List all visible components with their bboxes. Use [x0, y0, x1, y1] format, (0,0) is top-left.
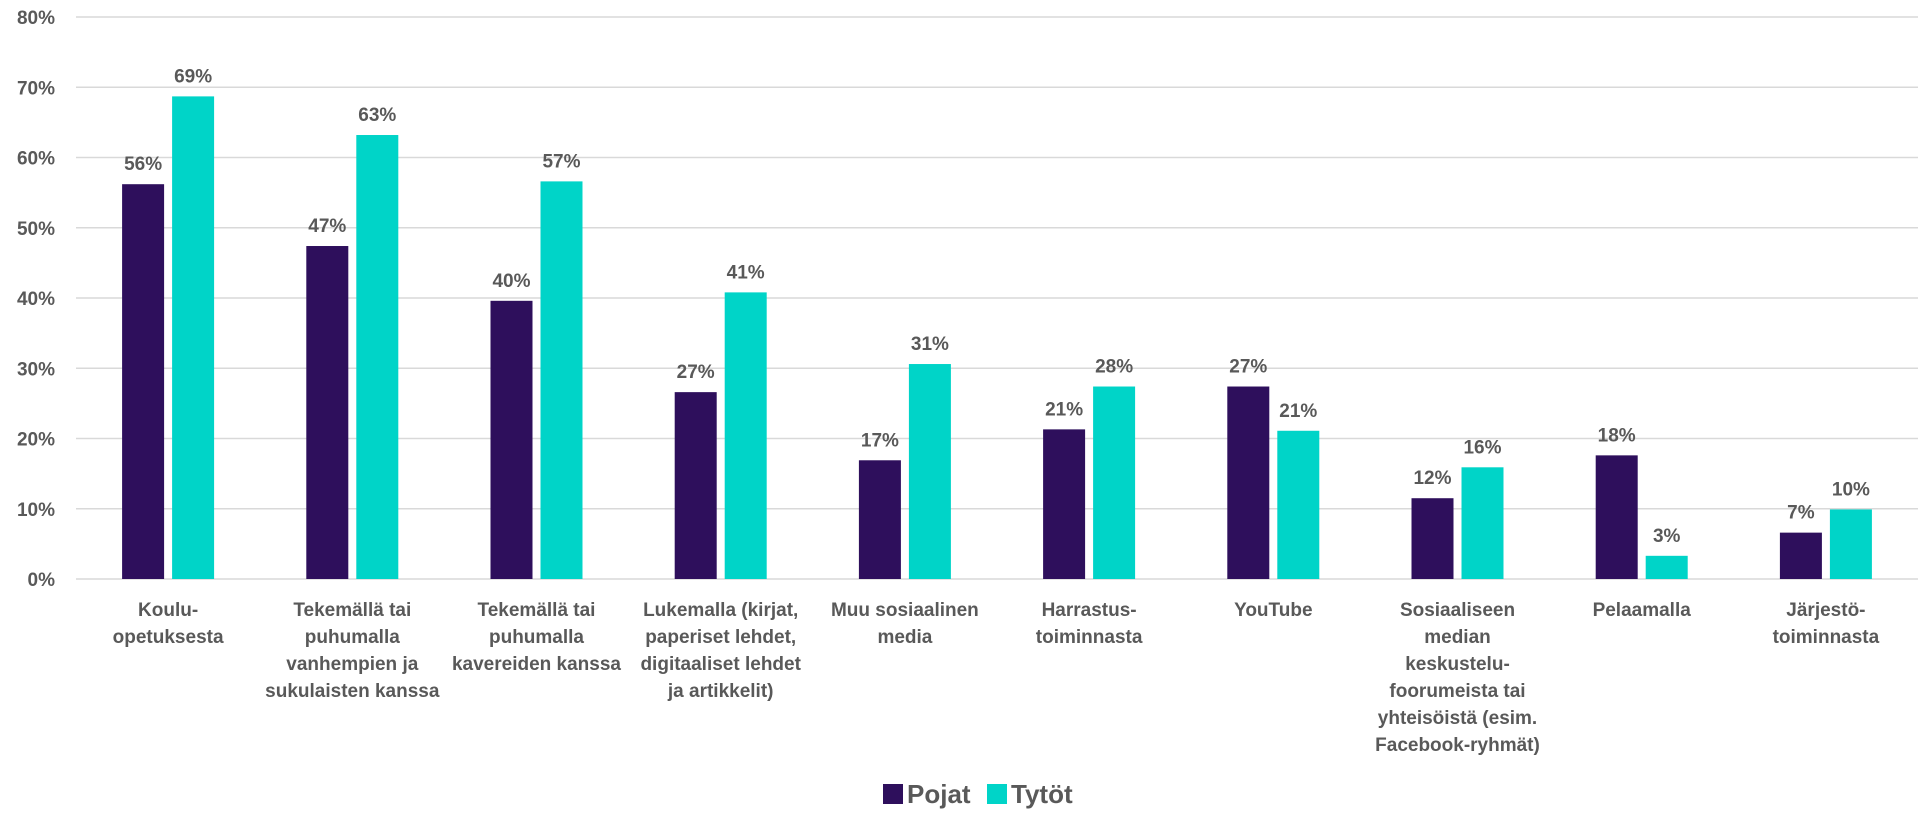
data-label: 57% [542, 151, 580, 172]
legend-label-tytöt[interactable]: Tytöt [1011, 779, 1073, 809]
bar-pojat-7 [1411, 498, 1454, 579]
bar-pojat-1 [306, 246, 349, 579]
data-label: 21% [1045, 399, 1083, 420]
data-label: 7% [1787, 503, 1815, 524]
bar-tytöt-5 [1093, 386, 1136, 579]
category-label: Järjestö-toiminnasta [1773, 600, 1880, 648]
bar-tytöt-4 [908, 364, 951, 579]
bar-pojat-6 [1227, 386, 1270, 579]
bar-pojat-4 [858, 460, 901, 579]
bar-pojat-2 [490, 300, 533, 579]
data-label: 41% [727, 262, 765, 283]
category-label: Muu sosiaalinen media [831, 600, 979, 648]
bar-pojat-8 [1595, 455, 1638, 579]
y-tick-label: 70% [17, 78, 55, 99]
bar-tytöt-8 [1645, 555, 1688, 579]
category-label: Koulu-opetuksesta [113, 600, 224, 648]
y-tick-label: 40% [17, 289, 55, 310]
bar-pojat-3 [674, 392, 717, 579]
y-tick-label: 50% [17, 219, 55, 240]
y-tick-label: 10% [17, 500, 55, 521]
data-label: 21% [1279, 401, 1317, 422]
bars [122, 96, 1872, 579]
y-tick-label: 60% [17, 149, 55, 170]
category-label: Harrastus-toiminnasta [1036, 600, 1143, 648]
data-label: 3% [1653, 526, 1681, 547]
bar-tytöt-2 [540, 181, 583, 579]
data-label: 47% [308, 216, 346, 237]
data-label: 27% [677, 362, 715, 383]
legend[interactable]: Pojat Tytöt [883, 779, 1073, 809]
data-label: 10% [1832, 479, 1870, 500]
y-tick-label: 80% [17, 8, 55, 29]
y-tick-label: 20% [17, 430, 55, 451]
category-label: Pelaamalla [1593, 600, 1692, 621]
legend-swatch-pojat [883, 784, 903, 804]
data-label: 28% [1095, 357, 1133, 378]
bar-tytöt-1 [356, 135, 399, 579]
data-label: 12% [1413, 468, 1451, 489]
bar-tytöt-7 [1461, 467, 1504, 579]
data-labels: 56% 47% 40% 27% 17% 21% 27% 12% 18% 7% 69% 63% 57% 41… [124, 66, 1870, 546]
legend-label-pojat[interactable]: Pojat [907, 779, 971, 809]
category-label: Tekemällä tai puhumalla vanhempien ja sukul… [265, 600, 440, 702]
data-label: 18% [1598, 425, 1636, 446]
category-label: YouTube [1234, 600, 1312, 621]
bar-pojat-5 [1043, 429, 1086, 579]
bar-tytöt-0 [172, 96, 215, 579]
data-label: 56% [124, 154, 162, 175]
y-tick-label: 30% [17, 359, 55, 380]
bar-pojat-9 [1779, 532, 1822, 579]
category-label: Lukemalla (kirjat, paperiset lehdet, digit… [640, 600, 801, 702]
data-label: 69% [174, 66, 212, 87]
data-label: 63% [358, 105, 396, 126]
gridlines [76, 16, 1918, 580]
category-label: Tekemällä tai puhumalla kavereiden kanssa [452, 600, 621, 675]
data-label: 27% [1229, 357, 1267, 378]
data-label: 16% [1463, 437, 1501, 458]
bar-tytöt-3 [724, 292, 767, 579]
legend-swatch-tytöt [987, 784, 1007, 804]
bar-pojat-0 [122, 184, 165, 579]
data-label: 17% [861, 430, 899, 451]
bar-tytöt-6 [1277, 430, 1320, 579]
category-labels: Koulu-opetuksesta Tekemällä tai puhumalla v… [113, 600, 1880, 756]
y-tick-label: 0% [28, 570, 56, 591]
category-label: Sosiaaliseen median keskustelu-foorumeista… [1375, 600, 1540, 756]
y-axis-ticks: 0% 10% 20% 30% 40% 50% 60% 70% 80% [17, 8, 55, 591]
bar-tytöt-9 [1829, 509, 1872, 579]
data-label: 40% [492, 271, 530, 292]
data-label: 31% [911, 334, 949, 355]
